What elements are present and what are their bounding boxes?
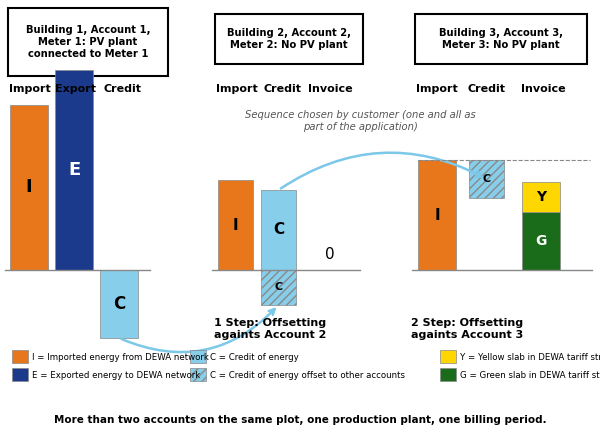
Bar: [469, 160, 504, 198]
Bar: [440, 350, 456, 363]
FancyArrowPatch shape: [122, 309, 275, 352]
Text: C: C: [482, 174, 491, 184]
Text: I: I: [26, 179, 32, 197]
Bar: [440, 368, 456, 381]
Text: Credit: Credit: [467, 84, 505, 94]
Text: Credit: Credit: [103, 84, 141, 94]
Text: C: C: [273, 223, 284, 237]
Bar: [522, 182, 560, 212]
Text: Building 3, Account 3,
Meter 3: No PV plant: Building 3, Account 3, Meter 3: No PV pl…: [439, 28, 563, 50]
Text: E = Exported energy to DEWA network: E = Exported energy to DEWA network: [32, 371, 200, 379]
Bar: [12, 350, 28, 363]
Text: C = Credit of energy offset to other accounts: C = Credit of energy offset to other acc…: [210, 371, 405, 379]
Text: I: I: [434, 208, 440, 223]
Text: Invoice: Invoice: [521, 84, 565, 94]
Text: G: G: [535, 234, 547, 248]
Bar: [522, 212, 560, 270]
Bar: [12, 368, 28, 381]
Bar: [261, 270, 296, 305]
Text: I: I: [233, 218, 238, 233]
FancyArrowPatch shape: [281, 153, 482, 188]
Text: I = Imported energy from DEWA network: I = Imported energy from DEWA network: [32, 353, 209, 361]
Text: C: C: [113, 295, 125, 313]
Text: C: C: [274, 283, 283, 293]
Text: 2 Step: Offsetting
againts Account 3: 2 Step: Offsetting againts Account 3: [411, 318, 523, 339]
Bar: [100, 270, 138, 338]
Bar: [190, 350, 206, 363]
Text: Invoice: Invoice: [308, 84, 352, 94]
Text: Import: Import: [216, 84, 258, 94]
Bar: [418, 160, 456, 270]
Bar: [190, 368, 206, 381]
Text: 1 Step: Offsetting
againts Account 2: 1 Step: Offsetting againts Account 2: [214, 318, 326, 339]
Bar: [218, 180, 253, 270]
Text: E: E: [68, 161, 80, 179]
Text: Sequence chosen by customer (one and all as
part of the application): Sequence chosen by customer (one and all…: [245, 110, 475, 131]
Text: Y = Yellow slab in DEWA tariff structure: Y = Yellow slab in DEWA tariff structure: [460, 353, 600, 361]
Text: Building 2, Account 2,
Meter 2: No PV plant: Building 2, Account 2, Meter 2: No PV pl…: [227, 28, 351, 50]
Text: G = Green slab in DEWA tariff structure: G = Green slab in DEWA tariff structure: [460, 371, 600, 379]
Bar: [10, 105, 48, 270]
Text: Import: Import: [416, 84, 458, 94]
Text: Building 1, Account 1,
Meter 1: PV plant
connected to Meter 1: Building 1, Account 1, Meter 1: PV plant…: [26, 25, 150, 59]
Text: Y: Y: [536, 190, 546, 204]
Text: C = Credit of energy: C = Credit of energy: [210, 353, 299, 361]
Bar: [215, 14, 363, 64]
Text: Import: Import: [9, 84, 51, 94]
Bar: [415, 14, 587, 64]
Bar: [261, 190, 296, 270]
Bar: [8, 8, 168, 76]
Text: 0: 0: [325, 247, 335, 262]
Bar: [55, 70, 93, 270]
Text: Export: Export: [55, 84, 95, 94]
Text: Credit: Credit: [264, 84, 302, 94]
Text: More than two accounts on the same plot, one production plant, one billing perio: More than two accounts on the same plot,…: [53, 415, 547, 425]
